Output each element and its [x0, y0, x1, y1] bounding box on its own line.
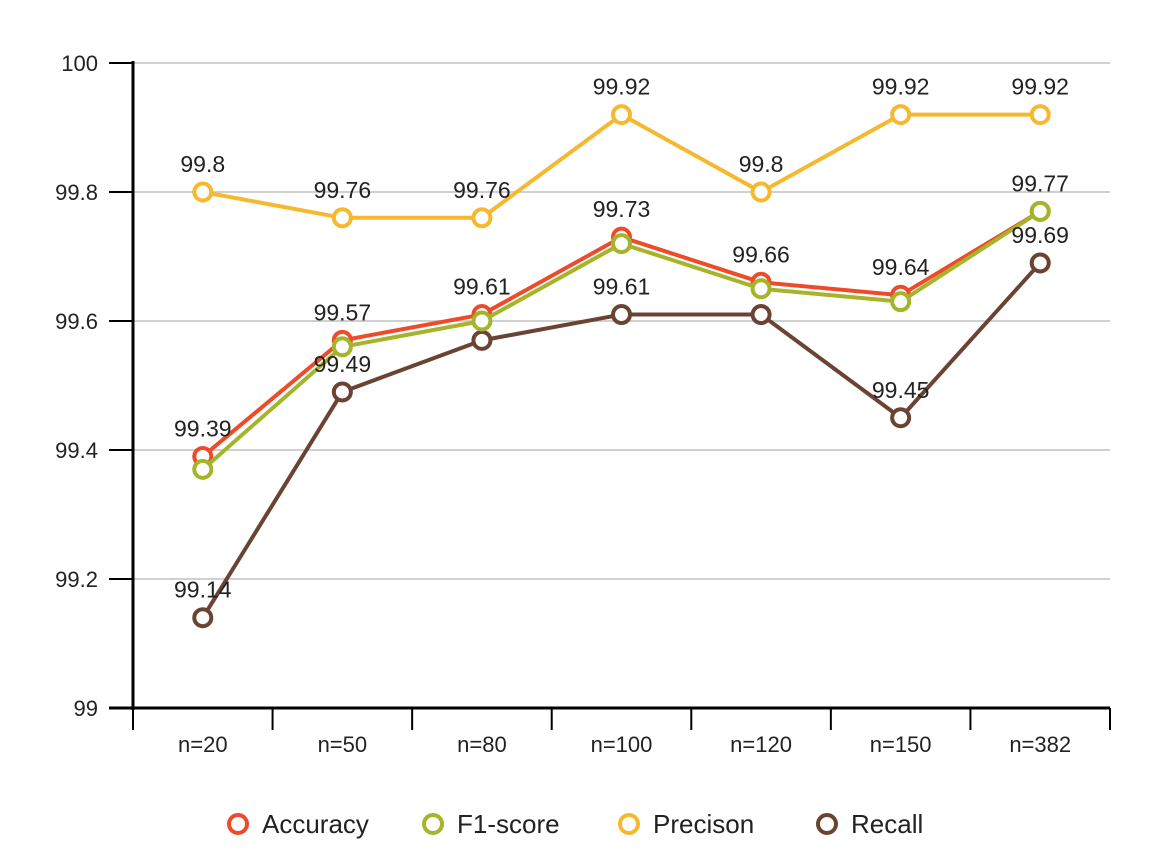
data-point-f1-score [611, 233, 632, 255]
data-point-precison [750, 181, 772, 203]
x-tick-label: n=120 [730, 732, 792, 757]
y-tick-label: 99 [74, 696, 98, 721]
data-label-recall: 99.45 [872, 377, 930, 403]
data-label-precison: 99.92 [872, 74, 930, 100]
x-tick-label: n=80 [457, 732, 507, 757]
data-label-precison: 99.92 [593, 74, 651, 100]
data-label-accuracy: 99.39 [174, 415, 232, 441]
data-label-recall: 99.14 [174, 577, 232, 603]
legend: Accuracy F1-score Precison Recall [227, 809, 923, 839]
x-tick-label: n=100 [591, 732, 653, 757]
data-label-precison: 99.8 [180, 151, 225, 177]
y-tick-label: 99.2 [55, 567, 98, 592]
data-point-f1-score [471, 310, 493, 332]
data-label-recall: 99.69 [1011, 222, 1069, 248]
data-point-precison [1029, 104, 1051, 126]
x-tick-label: n=20 [178, 732, 228, 757]
data-label-accuracy: 99.61 [453, 274, 511, 300]
data-point-recall [611, 304, 632, 326]
legend-label-precison: Precison [653, 809, 754, 839]
data-label-accuracy: 99.57 [314, 299, 372, 325]
data-label-recall: 99.61 [593, 274, 651, 300]
series-lines [192, 104, 1051, 629]
data-label-precison: 99.92 [1011, 74, 1069, 100]
axes: 99 99.2 99.4 99.6 99.8 100 n=20 n=50 n=80 n=100 n=… [55, 51, 1111, 757]
data-point-f1-score [331, 336, 353, 358]
data-point-precison [890, 104, 912, 126]
data-point-f1-score [192, 458, 214, 480]
data-point-recall [890, 407, 912, 429]
y-tick-label: 99.8 [55, 180, 98, 205]
data-point-precison [331, 207, 353, 229]
data-label-precison: 99.8 [739, 151, 784, 177]
y-tick-label: 99.4 [55, 438, 98, 463]
data-point-f1-score [1029, 200, 1051, 222]
x-tick-label: n=382 [1009, 732, 1071, 757]
legend-marker-recall [816, 813, 838, 835]
legend-marker-f1-score [422, 813, 444, 835]
data-label-recall: 99.49 [314, 351, 372, 377]
data-label-accuracy: 99.66 [732, 241, 790, 267]
y-tick-label: 100 [61, 51, 98, 76]
data-label-accuracy: 99.77 [1011, 170, 1069, 196]
data-point-recall [1029, 252, 1051, 274]
data-point-recall [471, 329, 493, 351]
legend-marker-precison [618, 813, 640, 835]
data-point-recall [750, 304, 772, 326]
data-label-precison: 99.76 [314, 177, 372, 203]
data-labels: 99.39 99.57 99.61 99.73 99.66 99.64 99.77 99.8 9… [174, 74, 1069, 603]
x-tick-label: n=50 [318, 732, 368, 757]
data-point-precison [192, 181, 214, 203]
x-tick-label: n=150 [870, 732, 932, 757]
legend-label-f1-score: F1-score [457, 809, 560, 839]
data-point-f1-score [750, 278, 772, 300]
legend-label-recall: Recall [851, 809, 923, 839]
data-point-recall [192, 607, 214, 629]
data-point-precison [471, 207, 493, 229]
data-point-recall [331, 381, 353, 403]
y-tick-label: 99.6 [55, 309, 98, 334]
data-point-f1-score [890, 291, 912, 313]
legend-marker-accuracy [227, 813, 249, 835]
data-label-accuracy: 99.73 [593, 196, 651, 222]
data-label-accuracy: 99.64 [872, 254, 930, 280]
data-point-precison [611, 104, 632, 126]
data-label-precison: 99.76 [453, 177, 511, 203]
legend-label-accuracy: Accuracy [262, 809, 369, 839]
